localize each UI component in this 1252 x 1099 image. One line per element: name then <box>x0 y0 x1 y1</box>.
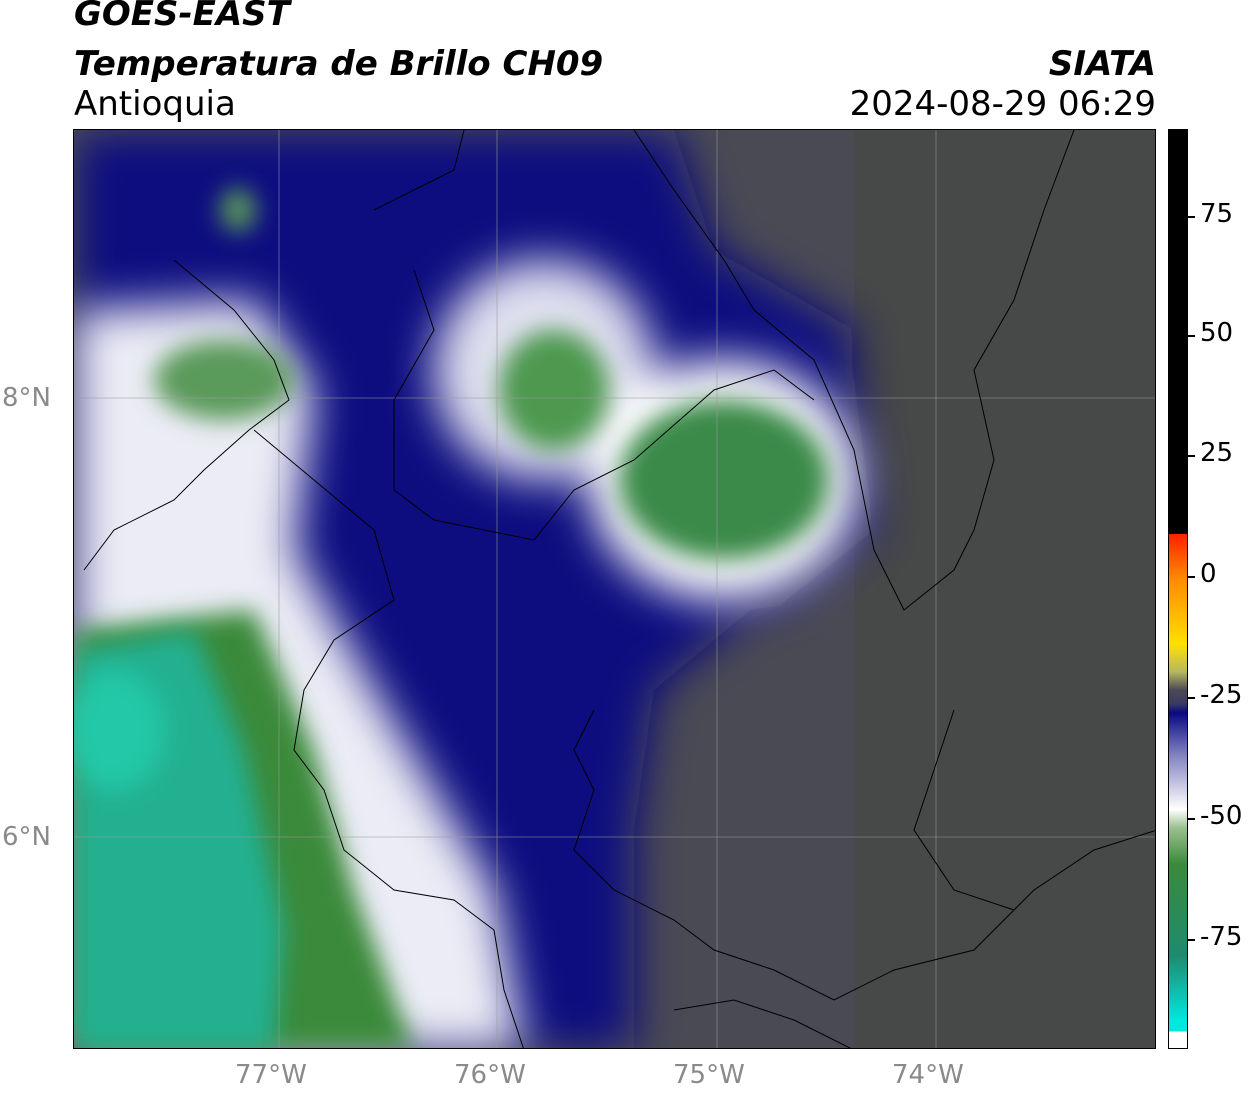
cloud-teal <box>74 630 284 1048</box>
satellite-map <box>73 129 1156 1049</box>
colorbar-label-0: 0 <box>1200 559 1217 589</box>
colorbar-tick-50 <box>1188 335 1195 337</box>
colorbar-label-minus25: -25 <box>1200 680 1243 710</box>
title-satellite: GOES-EAST <box>74 0 290 34</box>
colorbar-tick-minus50 <box>1188 818 1195 820</box>
title-region: Antioquia <box>74 84 236 124</box>
colorbar-tick-minus25 <box>1188 697 1195 699</box>
lon-label-75w: 75°W <box>673 1060 745 1090</box>
colorbar-label-50: 50 <box>1200 318 1234 348</box>
colorbar-label-minus75: -75 <box>1200 922 1243 952</box>
warm-east-region <box>854 130 1155 1048</box>
colorbar-label-minus50: -50 <box>1200 801 1243 831</box>
graticule <box>74 130 1155 1048</box>
colorbar-label-25: 25 <box>1200 438 1234 468</box>
colorbar-tick-minus75 <box>1188 939 1195 941</box>
colorbar-tick-25 <box>1188 455 1195 457</box>
lat-label-6n: 6°N <box>2 822 51 852</box>
lon-label-74w: 74°W <box>892 1060 964 1090</box>
title-product: Temperatura de Brillo CH09 <box>74 44 604 84</box>
colorbar-tick-75 <box>1188 216 1195 218</box>
lat-label-8n: 8°N <box>2 383 51 413</box>
datetime-label: 2024-08-29 06:29 <box>849 84 1156 124</box>
colorbar-label-75: 75 <box>1200 199 1234 229</box>
lon-label-76w: 76°W <box>454 1060 526 1090</box>
map-canvas <box>74 130 1155 1048</box>
colorbar-tick-0 <box>1188 576 1195 578</box>
agency-label: SIATA <box>1048 44 1156 84</box>
lon-label-77w: 77°W <box>235 1060 307 1090</box>
admin-borders <box>83 130 1155 1048</box>
colorbar <box>1168 129 1188 1049</box>
